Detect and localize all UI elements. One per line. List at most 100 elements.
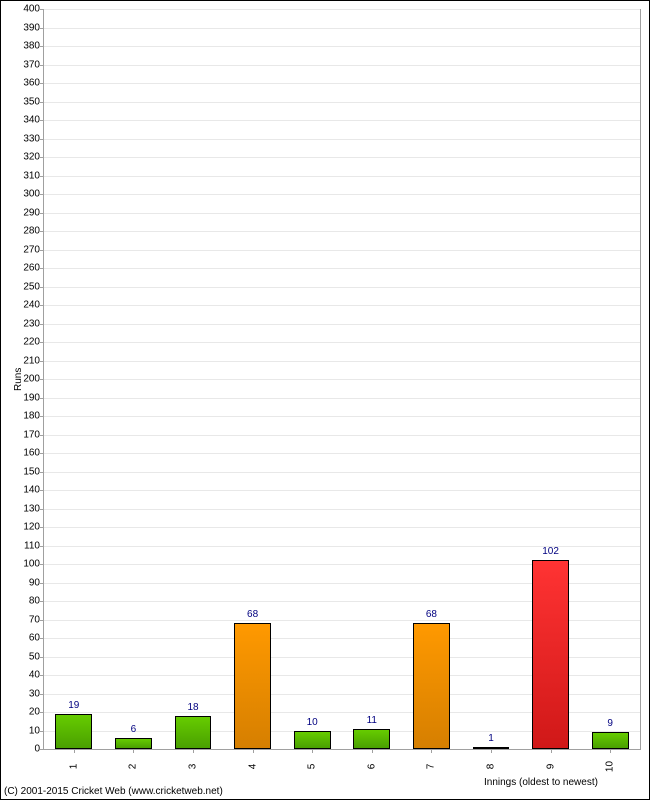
gridline <box>44 490 640 491</box>
y-tick-label: 170 <box>23 429 40 440</box>
y-tick <box>40 342 44 343</box>
y-tick <box>40 139 44 140</box>
gridline <box>44 157 640 158</box>
gridline <box>44 250 640 251</box>
gridline <box>44 398 640 399</box>
y-tick-label: 360 <box>23 78 40 89</box>
gridline <box>44 305 640 306</box>
y-tick <box>40 583 44 584</box>
bar-value-label: 1 <box>488 733 494 744</box>
y-tick-label: 190 <box>23 392 40 403</box>
gridline <box>44 453 640 454</box>
y-tick-label: 320 <box>23 152 40 163</box>
y-tick <box>40 176 44 177</box>
y-tick-label: 340 <box>23 115 40 126</box>
y-tick-label: 150 <box>23 466 40 477</box>
x-tick <box>372 749 373 753</box>
y-tick <box>40 83 44 84</box>
y-tick <box>40 157 44 158</box>
chart-frame: 0102030405060708090100110120130140150160… <box>0 0 650 800</box>
bar <box>532 560 569 749</box>
y-axis-label: Runs <box>13 368 24 391</box>
x-tick-label: 6 <box>366 764 377 770</box>
bar-value-label: 18 <box>187 702 198 713</box>
y-tick-label: 100 <box>23 559 40 570</box>
gridline <box>44 9 640 10</box>
y-tick-label: 290 <box>23 207 40 218</box>
y-tick <box>40 268 44 269</box>
x-tick <box>551 749 552 753</box>
plot-area: 0102030405060708090100110120130140150160… <box>43 9 641 750</box>
bar-value-label: 6 <box>131 724 137 735</box>
bar-value-label: 11 <box>367 715 377 726</box>
y-tick-label: 160 <box>23 448 40 459</box>
gridline <box>44 231 640 232</box>
x-tick <box>133 749 134 753</box>
y-tick <box>40 472 44 473</box>
y-tick <box>40 231 44 232</box>
y-tick-label: 70 <box>29 614 40 625</box>
y-tick-label: 250 <box>23 281 40 292</box>
y-tick-label: 390 <box>23 22 40 33</box>
y-tick <box>40 305 44 306</box>
x-tick <box>193 749 194 753</box>
gridline <box>44 102 640 103</box>
bar-value-label: 102 <box>542 546 559 557</box>
y-tick-label: 330 <box>23 133 40 144</box>
y-tick-label: 0 <box>34 744 40 755</box>
y-tick <box>40 324 44 325</box>
y-tick <box>40 694 44 695</box>
gridline <box>44 120 640 121</box>
y-tick <box>40 46 44 47</box>
y-tick <box>40 490 44 491</box>
y-tick <box>40 120 44 121</box>
x-tick-label: 3 <box>188 764 199 770</box>
gridline <box>44 287 640 288</box>
gridline <box>44 361 640 362</box>
y-tick <box>40 712 44 713</box>
gridline <box>44 416 640 417</box>
gridline <box>44 194 640 195</box>
bar-value-label: 10 <box>307 717 318 728</box>
y-tick-label: 230 <box>23 318 40 329</box>
y-tick <box>40 250 44 251</box>
bar-value-label: 68 <box>426 609 437 620</box>
y-tick <box>40 435 44 436</box>
gridline <box>44 472 640 473</box>
y-tick <box>40 527 44 528</box>
y-tick <box>40 453 44 454</box>
bar <box>473 747 510 749</box>
y-tick <box>40 361 44 362</box>
y-tick <box>40 749 44 750</box>
y-tick-label: 80 <box>29 596 40 607</box>
bar <box>353 729 390 749</box>
y-tick <box>40 546 44 547</box>
y-tick-label: 40 <box>29 670 40 681</box>
x-tick-label: 4 <box>247 764 258 770</box>
gridline <box>44 268 640 269</box>
y-tick-label: 310 <box>23 170 40 181</box>
y-tick <box>40 731 44 732</box>
x-tick-label: 8 <box>486 764 497 770</box>
gridline <box>44 176 640 177</box>
x-axis-label: Innings (oldest to newest) <box>484 777 598 788</box>
x-tick-label: 5 <box>307 764 318 770</box>
copyright-text: (C) 2001-2015 Cricket Web (www.cricketwe… <box>4 786 223 797</box>
y-tick-label: 380 <box>23 41 40 52</box>
bar <box>55 714 92 749</box>
y-tick <box>40 620 44 621</box>
y-tick-label: 280 <box>23 226 40 237</box>
x-tick <box>253 749 254 753</box>
y-tick-label: 400 <box>23 4 40 15</box>
y-tick-label: 10 <box>29 725 40 736</box>
y-tick <box>40 416 44 417</box>
y-tick-label: 20 <box>29 707 40 718</box>
y-tick-label: 180 <box>23 411 40 422</box>
y-tick-label: 90 <box>29 577 40 588</box>
gridline <box>44 83 640 84</box>
y-tick-label: 50 <box>29 651 40 662</box>
bar <box>294 731 331 750</box>
y-tick-label: 370 <box>23 59 40 70</box>
bar <box>592 732 629 749</box>
y-tick-label: 260 <box>23 263 40 274</box>
